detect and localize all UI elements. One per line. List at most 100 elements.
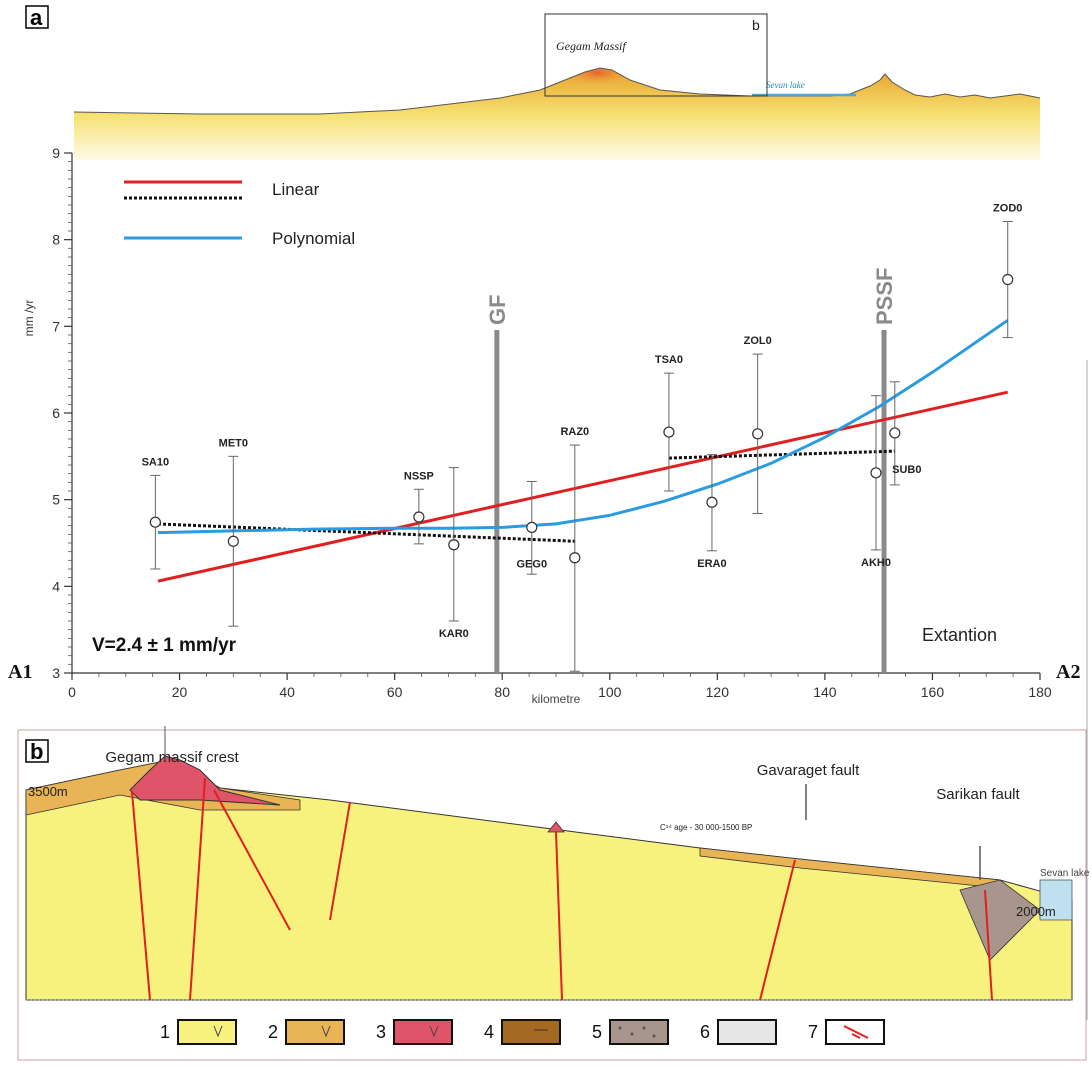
legend-pattern-v: [213, 1025, 223, 1038]
linear-fit-line: [157, 390, 1009, 583]
data-marker: [149, 516, 161, 528]
station-label: ZOL0: [744, 335, 772, 347]
x-tick-label: 80: [494, 684, 510, 700]
dotted-fit-line: [668, 449, 895, 460]
station-label: MET0: [219, 437, 248, 449]
legend-pattern-dot: [618, 1026, 622, 1030]
data-marker: [413, 511, 425, 523]
panel-b-tag: b: [30, 739, 43, 764]
x-tick-label: 100: [598, 684, 622, 700]
data-marker: [526, 521, 538, 534]
topo-fill: [74, 68, 1040, 160]
lake-label: Sevan lake: [1040, 868, 1090, 879]
data-marker: [1002, 273, 1014, 286]
data-marker: [706, 496, 718, 508]
panel-a: a Sevan lake b Gegam Massif 3 4 5 6 7 8 9 0 20 4…: [8, 5, 1080, 706]
panel-a-tag: a: [30, 5, 43, 30]
section-fault-line: [555, 831, 563, 1001]
station-point: SA10: [142, 456, 170, 570]
data-marker: [227, 535, 239, 547]
data-marker: [448, 539, 460, 551]
data-marker: [870, 467, 882, 479]
station-point: NSSP: [404, 470, 434, 545]
fault-label-pssf: PSSF: [872, 268, 897, 325]
extension-text: Extantion: [922, 625, 997, 645]
polynomial-fit-line: [157, 319, 1009, 535]
section-fault-line: [131, 791, 151, 1001]
crest-label: Gegam massif crest: [105, 749, 239, 766]
x-ticks: 0 20 40 60 80 100 120 140 160 180: [68, 673, 1052, 700]
legend-number: 7: [808, 1022, 818, 1042]
panel-b-tag-box: [25, 739, 49, 763]
panel-b: b Gegam massif crest 3500m C¹⁴ age - 30 …: [17, 726, 1090, 1061]
station-label: ZOD0: [993, 202, 1022, 214]
station-label: NSSP: [404, 470, 434, 482]
fault2-label: Sarikan fault: [936, 786, 1020, 803]
station-point: TSA0: [655, 354, 683, 492]
y-tick-label: 5: [52, 492, 60, 508]
section-fault-line: [759, 859, 796, 1001]
section-legend: 1 2 3 4 5 6 7: [160, 1019, 885, 1045]
inset-b-label: b: [752, 17, 760, 33]
legend-swatch-4: [501, 1019, 561, 1045]
section-fault-line: [213, 789, 291, 931]
station-point: ERA0: [697, 454, 727, 570]
station-point: MET0: [219, 437, 248, 627]
fault-label-gf: GF: [485, 294, 510, 325]
section-faults: [131, 777, 993, 1001]
inset-b-box: [544, 13, 768, 97]
legend: Linear Polynomial: [124, 180, 355, 248]
panel-a-tag-box: [25, 5, 49, 29]
lake-elev: 2000m: [1016, 904, 1056, 919]
station-label: KAR0: [439, 628, 469, 640]
y-tick-label: 9: [52, 145, 60, 161]
age-label: C¹⁴ age - 30 000-1500 BP: [660, 823, 752, 832]
fit-lines: [157, 319, 1009, 583]
station-label: SUB0: [892, 464, 921, 476]
x-tick-label: 0: [68, 684, 76, 700]
x-tick-label: 180: [1028, 684, 1052, 700]
legend-pattern-dot: [652, 1034, 656, 1038]
data-marker: [663, 426, 675, 438]
massif-label: Gegam Massif: [556, 39, 627, 53]
legend-pattern-dot: [642, 1026, 646, 1030]
y-tick-label: 3: [52, 665, 60, 681]
station-point: GEG0: [517, 480, 548, 575]
station-label: TSA0: [655, 354, 683, 366]
x-tick-label: 120: [706, 684, 730, 700]
station-label: RAZ0: [560, 426, 589, 438]
legend-swatch-3: [393, 1019, 453, 1045]
legend-number: 5: [592, 1022, 602, 1042]
sevan-lake-label-top: Sevan lake: [766, 80, 805, 90]
legend-pattern-dot: [630, 1032, 634, 1036]
station-point: KAR0: [439, 467, 469, 640]
station-label: GEG0: [517, 558, 548, 570]
legend-number: 1: [160, 1022, 170, 1042]
section-fault-line: [984, 889, 993, 1001]
legend-number: 4: [484, 1022, 494, 1042]
section-fault-line: [329, 801, 351, 921]
legend-swatch-6: [717, 1019, 777, 1045]
x-tick-label: 60: [387, 684, 403, 700]
station-label: AKH0: [861, 557, 891, 569]
station-point: ZOL0: [744, 335, 772, 515]
legend-poly-label: Polynomial: [272, 229, 355, 248]
data-marker: [569, 552, 581, 564]
x-axis-title: kilometre: [532, 692, 581, 706]
x-tick-label: 20: [172, 684, 188, 700]
data-points: SA10 MET0 NSSP KAR0 GEG0 RAZ0 TSA0 ERA0 ZOL0 AKH0…: [142, 202, 1022, 672]
dotted-fit-line: [157, 522, 575, 543]
legend-number: 6: [700, 1022, 710, 1042]
data-marker: [752, 428, 764, 440]
legend-swatch-5: [609, 1019, 669, 1045]
axes: 3 4 5 6 7 8 9 0 20 40 60 80 100 120 140 160 180 kilomet…: [8, 145, 1080, 706]
y-tick-label: 8: [52, 232, 60, 248]
station-label: ERA0: [697, 558, 726, 570]
x-tick-label: 140: [813, 684, 837, 700]
x-tick-label: 40: [279, 684, 295, 700]
x-tick-label: 160: [921, 684, 945, 700]
legend-number: 3: [376, 1022, 386, 1042]
y-tick-label: 6: [52, 405, 60, 421]
station-label: SA10: [142, 456, 170, 468]
